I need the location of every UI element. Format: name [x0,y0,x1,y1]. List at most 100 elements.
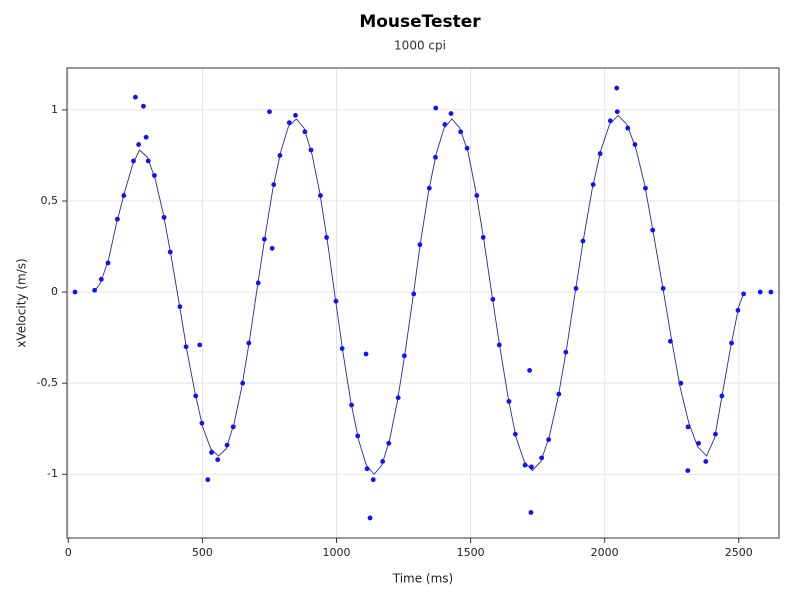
data-point [302,129,308,135]
y-tick-label: -0,5 [37,376,58,389]
data-point [141,103,146,109]
data-point [271,182,277,187]
data-point [474,193,480,198]
data-point [614,109,620,115]
y-tick-label: -1 [47,467,58,480]
data-point [380,459,386,464]
data-point [324,235,329,240]
data-point [177,304,183,310]
data-point [92,287,98,293]
data-point [209,449,214,455]
data-point [215,457,221,463]
fit-line [93,114,744,475]
chart-title: MouseTester [359,12,481,32]
data-point [696,440,701,446]
data-point [433,154,438,160]
data-point [349,402,354,408]
y-tick-label: 1 [51,103,58,116]
data-point [355,433,361,439]
data-point [546,437,552,443]
data-point [72,289,78,295]
data-point [678,380,684,386]
plot-frame [66,67,780,539]
data-point [395,395,401,401]
data-point [448,111,454,116]
data-point [364,466,370,472]
data-point [132,94,138,100]
data-point [458,129,464,135]
data-point [401,353,407,359]
data-point [240,380,246,386]
data-point [411,291,417,297]
data-point [480,235,486,240]
data-point [386,440,392,446]
data-point [145,158,151,164]
data-point [255,280,261,286]
data-point [417,242,423,248]
data-point [719,393,725,399]
data-point [464,145,470,151]
data-point [614,85,620,91]
data-point [580,238,586,244]
data-point [632,142,638,147]
chart-subtitle: 1000 cpi [394,39,446,53]
data-point [563,349,569,355]
data-point [597,151,603,157]
data-point [161,214,167,220]
data-point [197,342,203,348]
y-axis-title: xVelocity (m/s) [15,258,29,347]
data-point [426,185,432,191]
data-point [318,193,323,198]
data-point [490,296,496,302]
data-point [643,185,648,191]
data-point [193,393,199,399]
data-point [433,105,439,111]
data-point [367,515,373,521]
data-point [183,344,189,350]
data-point [528,510,534,515]
data-point [205,477,211,483]
data-point [556,391,562,397]
data-point [363,351,369,357]
y-tick-label: 0 [51,285,58,298]
data-point [224,442,230,448]
x-tick-label: 500 [192,546,213,559]
data-point [143,134,149,140]
data-point [506,398,512,404]
data-point [685,424,691,430]
x-tick-label: 1500 [457,546,485,559]
data-point [539,455,545,461]
data-point [269,245,275,251]
data-point [573,286,579,291]
data-point [512,431,518,437]
data-point [667,338,673,344]
data-point [267,109,272,115]
data-point [286,120,292,126]
data-point [121,193,127,198]
data-point [199,420,205,426]
data-point [741,291,747,297]
data-point [590,182,596,187]
x-tick-label: 2000 [591,546,619,559]
data-point [625,125,631,131]
data-point [496,342,502,348]
data-point [105,260,111,266]
data-point [246,340,252,346]
x-axis-title: Time (ms) [392,572,454,586]
data-point [308,147,314,153]
x-tick-label: 0 [65,546,72,559]
data-point [607,118,613,124]
data-point [660,286,666,291]
x-tick-label: 1000 [323,546,351,559]
data-point [527,368,532,373]
data-point [650,227,656,233]
data-point [277,153,283,158]
y-tick-label: 0,5 [41,194,59,207]
data-point [136,142,142,147]
data-point [293,112,298,118]
data-point [333,298,339,304]
data-point [685,468,691,473]
data-point [757,289,763,295]
data-point [152,173,157,178]
